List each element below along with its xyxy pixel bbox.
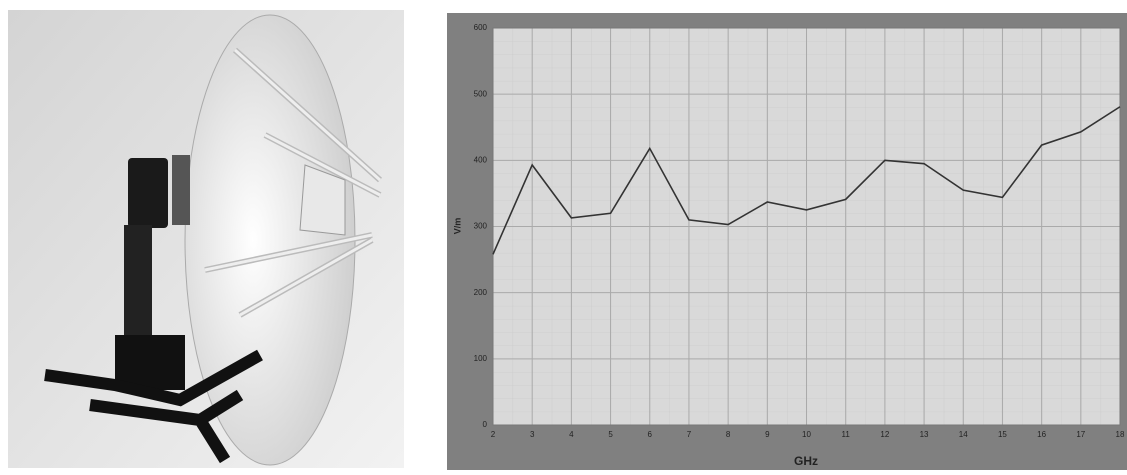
y-tick-label: 500 [474, 89, 488, 98]
x-tick-label: 7 [687, 430, 692, 439]
x-tick-label: 11 [842, 430, 851, 439]
y-tick-label: 200 [474, 288, 488, 297]
x-tick-label: 6 [648, 430, 653, 439]
y-axis-label: V/m [452, 218, 462, 235]
chart: GHz V/m [447, 13, 1127, 470]
x-tick-label: 2 [491, 430, 496, 439]
x-axis-label: GHz [794, 454, 818, 468]
x-tick-label: 9 [765, 430, 770, 439]
x-tick-label: 10 [802, 430, 811, 439]
antenna-photo [8, 10, 404, 468]
y-tick-label: 100 [474, 354, 488, 363]
y-tick-label: 300 [474, 222, 488, 231]
data-line [492, 106, 1121, 255]
x-tick-label: 17 [1076, 430, 1085, 439]
x-tick-label: 5 [608, 430, 613, 439]
x-tick-label: 14 [959, 430, 968, 439]
x-tick-label: 8 [726, 430, 731, 439]
y-tick-label: 400 [474, 155, 488, 164]
x-tick-label: 12 [880, 430, 889, 439]
x-tick-label: 4 [569, 430, 574, 439]
y-tick-label: 0 [483, 420, 488, 429]
x-tick-label: 15 [998, 430, 1007, 439]
x-tick-label: 16 [1037, 430, 1046, 439]
y-tick-label: 600 [474, 23, 488, 32]
plot-border [492, 27, 1121, 426]
x-tick-label: 3 [530, 430, 535, 439]
x-tick-label: 13 [920, 430, 929, 439]
x-tick-label: 18 [1116, 430, 1125, 439]
